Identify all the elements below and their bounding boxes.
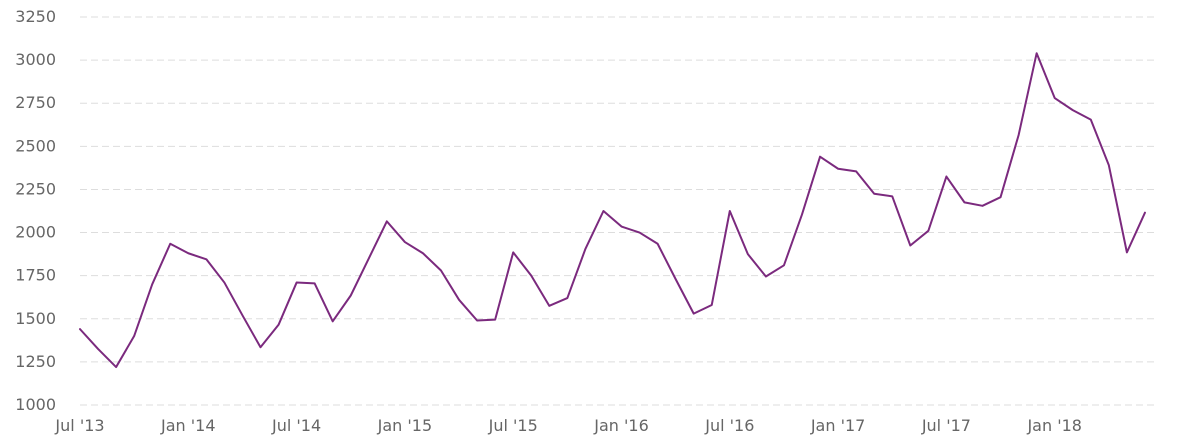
x-tick-label: Jan '17	[810, 416, 866, 435]
y-tick-label: 3000	[15, 50, 56, 69]
x-axis: Jul '13 Jan '14 Jul '14 Jan '15 Jul '15 Jan '…	[54, 416, 1082, 435]
x-tick-label: Jan '15	[377, 416, 433, 435]
y-tick-label: 3250	[15, 7, 56, 26]
series-line	[79, 52, 1146, 369]
y-tick-label: 2250	[15, 179, 56, 198]
y-axis: 1000 1250 1500 1750 2000 2250 2500 2750 3000 3250	[15, 7, 56, 414]
x-tick-label: Jan '18	[1026, 416, 1082, 435]
y-tick-label: 1500	[15, 309, 56, 328]
y-tick-label: 1250	[15, 352, 56, 371]
x-tick-label: Jul '13	[54, 416, 104, 435]
x-tick-label: Jul '15	[488, 416, 538, 435]
y-tick-label: 2750	[15, 93, 56, 112]
x-tick-label: Jan '14	[160, 416, 216, 435]
y-tick-label: 1000	[15, 395, 56, 414]
grid-lines	[80, 16, 1158, 406]
x-tick-label: Jan '16	[593, 416, 649, 435]
y-tick-label: 2500	[15, 136, 56, 155]
y-tick-label: 1750	[15, 266, 56, 285]
x-tick-label: Jul '16	[704, 416, 754, 435]
x-tick-label: Jul '14	[271, 416, 321, 435]
series-group	[79, 52, 1146, 369]
x-tick-label: Jul '17	[921, 416, 971, 435]
y-tick-label: 2000	[15, 223, 56, 242]
